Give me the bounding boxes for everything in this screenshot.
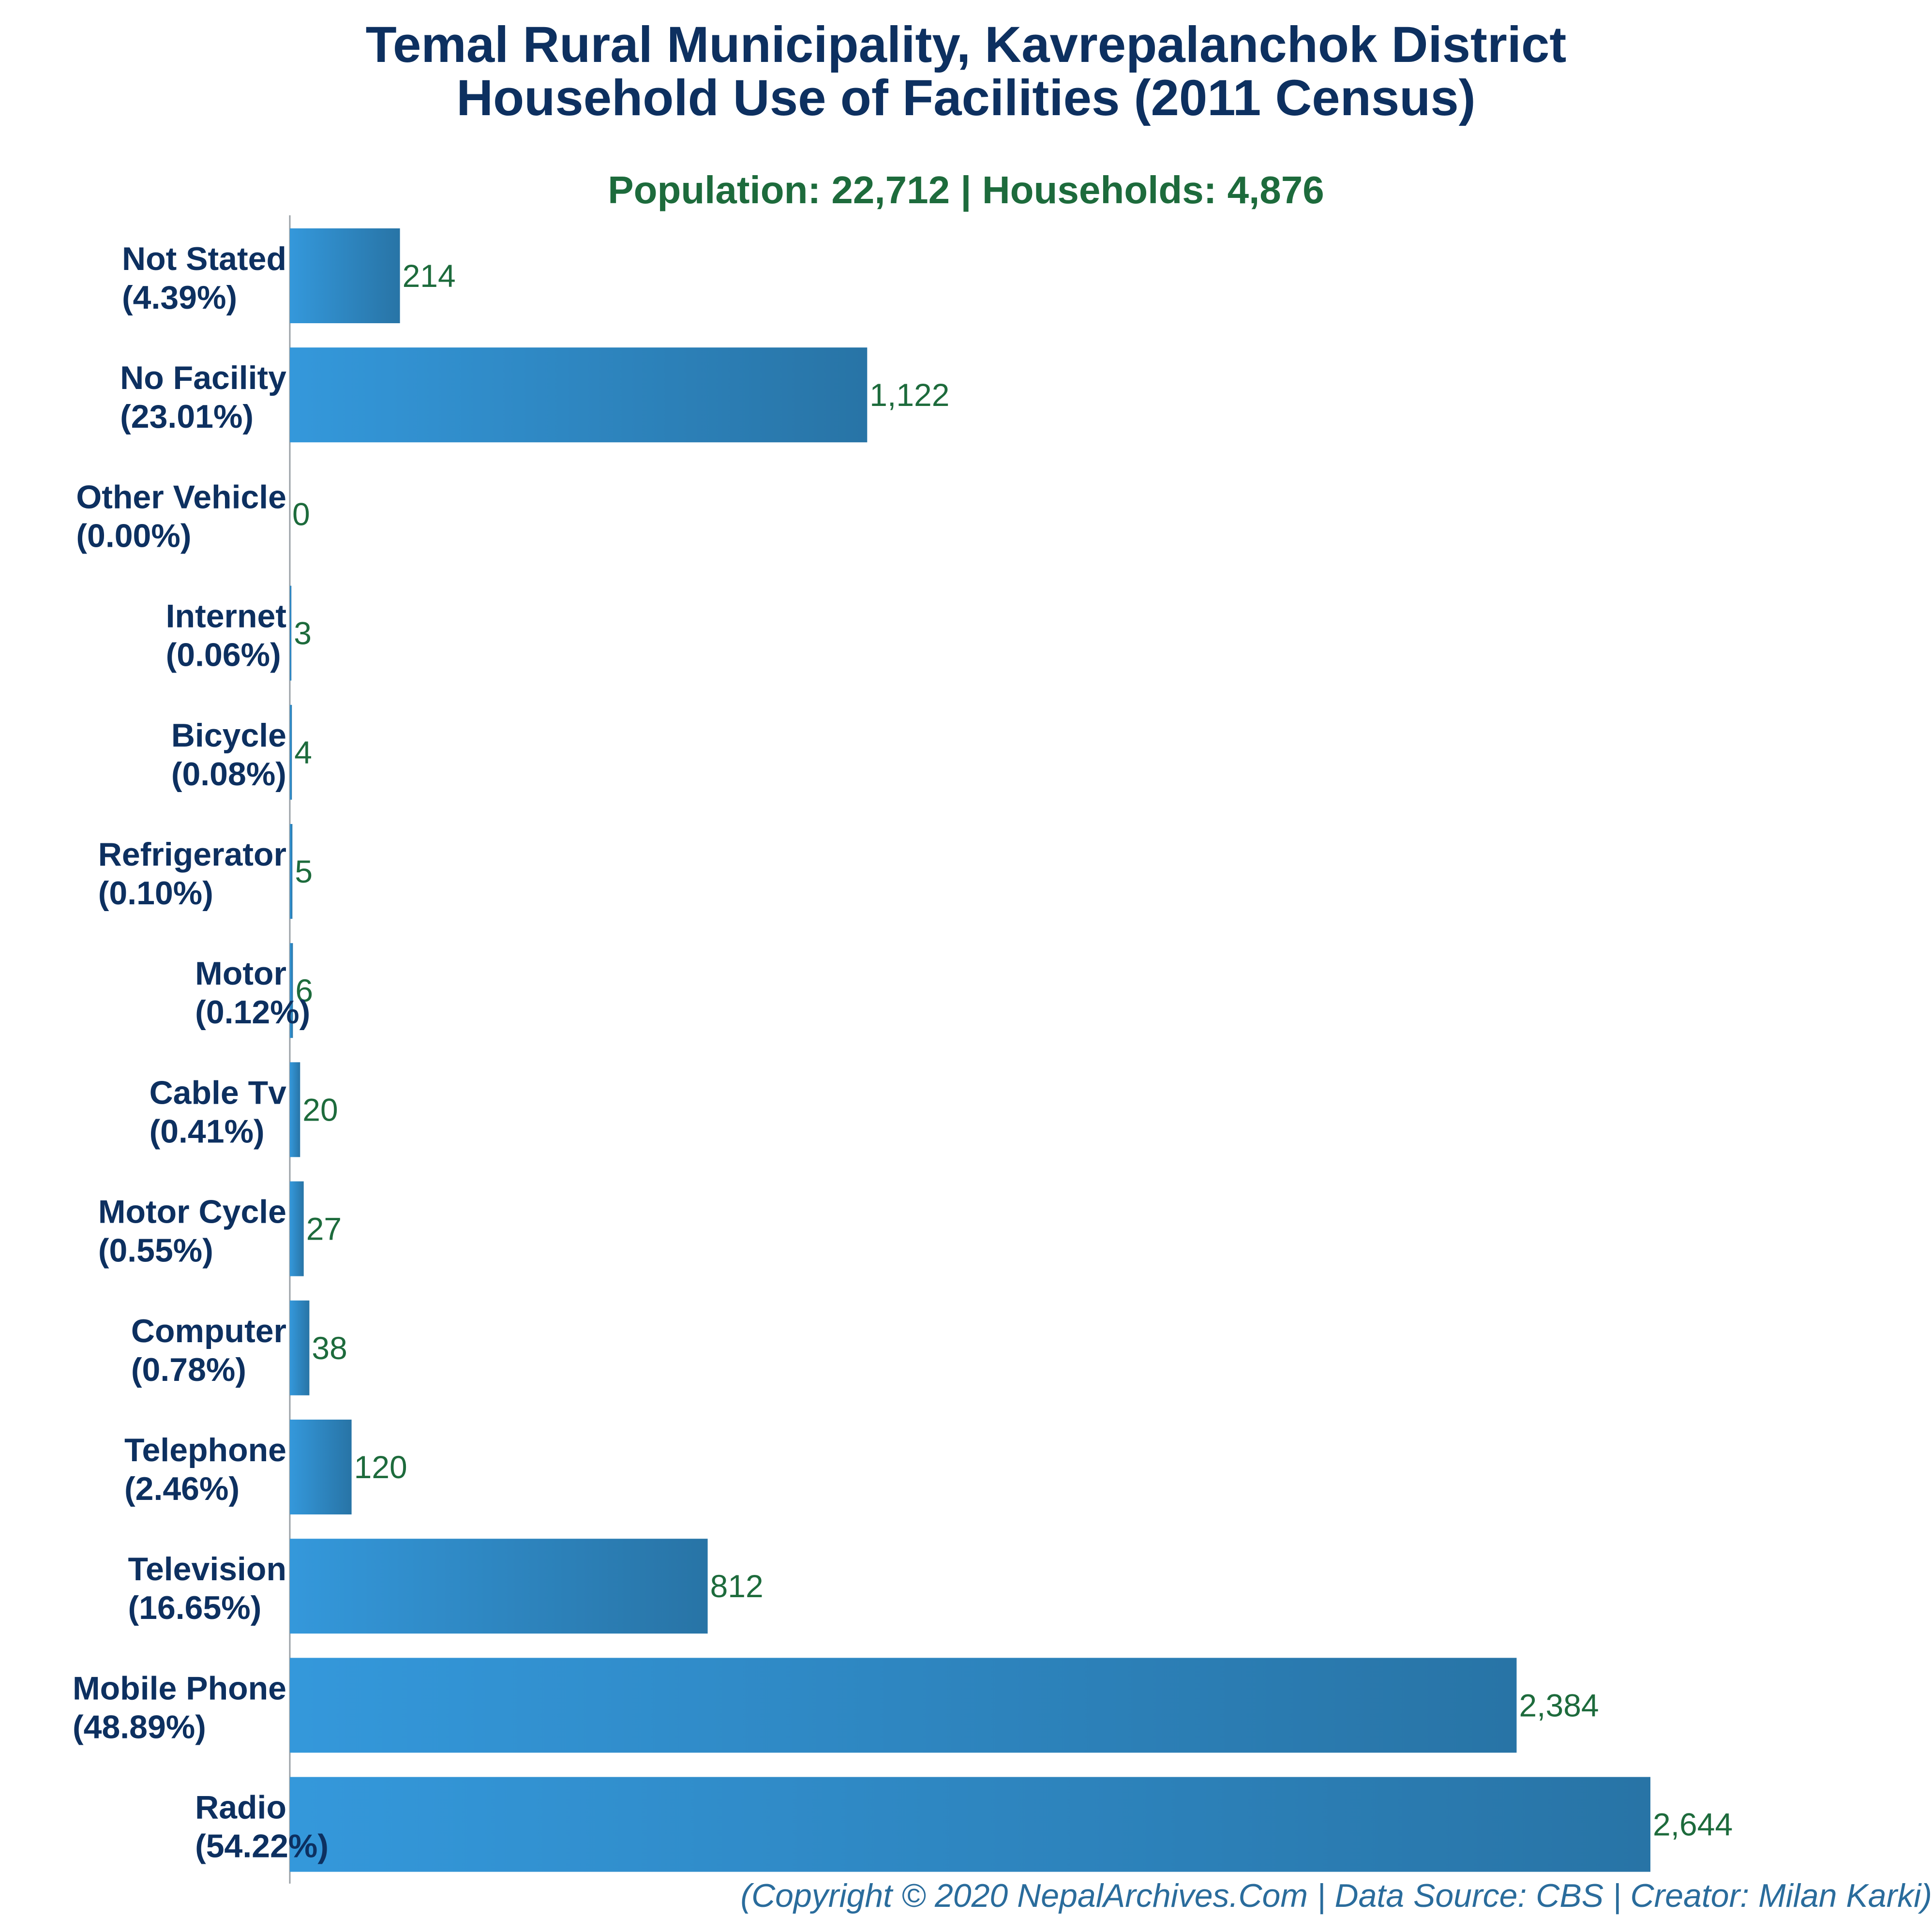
footer-credits: (Copyright © 2020 NepalArchives.Com | Da… xyxy=(740,1877,1932,1914)
bar-telephone xyxy=(290,1420,352,1514)
percent-label: (54.22%) xyxy=(195,1828,329,1865)
bar-refrigerator xyxy=(290,824,293,919)
chart-title-line-1: Temal Rural Municipality, Kavrepalanchok… xyxy=(365,16,1567,73)
bar-cable-tv xyxy=(290,1062,300,1157)
percent-label: (2.46%) xyxy=(124,1470,240,1507)
category-label: Motor Cycle xyxy=(98,1194,286,1230)
value-label: 27 xyxy=(306,1211,342,1247)
category-label: Radio xyxy=(195,1789,286,1826)
percent-label: (4.39%) xyxy=(122,279,237,316)
category-label: Refrigerator xyxy=(98,836,286,873)
percent-label: (48.89%) xyxy=(73,1708,206,1745)
bar-internet xyxy=(290,585,292,681)
value-label: 1,122 xyxy=(869,377,949,413)
value-label: 120 xyxy=(354,1449,407,1485)
value-label: 5 xyxy=(295,854,313,889)
category-label: Other Vehicle xyxy=(76,479,286,515)
category-label: Computer xyxy=(131,1313,286,1349)
bar-motor xyxy=(290,943,293,1038)
percent-label: (0.00%) xyxy=(76,517,191,554)
value-label: 4 xyxy=(294,734,312,770)
value-label: 20 xyxy=(302,1092,338,1127)
percent-label: (0.78%) xyxy=(131,1351,246,1388)
bar-computer xyxy=(290,1300,310,1395)
percent-label: (16.65%) xyxy=(128,1589,261,1626)
bar-no-facility xyxy=(290,347,868,443)
bar-mobile-phone xyxy=(290,1658,1517,1753)
category-label: Telephone xyxy=(124,1432,286,1468)
category-label: Television xyxy=(128,1551,286,1588)
bar-television xyxy=(290,1539,708,1634)
percent-label: (0.41%) xyxy=(150,1113,265,1150)
value-label: 812 xyxy=(710,1568,764,1604)
value-label: 214 xyxy=(403,258,456,294)
category-label: Cable Tv xyxy=(150,1074,287,1111)
percent-label: (0.12%) xyxy=(195,994,310,1031)
bar-motor-cycle xyxy=(290,1181,304,1276)
value-label: 38 xyxy=(312,1330,347,1366)
category-label: Internet xyxy=(166,598,286,635)
percent-label: (0.08%) xyxy=(171,756,286,793)
value-label: 2,644 xyxy=(1653,1807,1733,1842)
category-label: Not Stated xyxy=(122,240,286,277)
percent-label: (0.06%) xyxy=(166,637,281,674)
value-label: 2,384 xyxy=(1519,1687,1599,1723)
percent-label: (0.55%) xyxy=(98,1232,213,1269)
category-label: Mobile Phone xyxy=(73,1670,286,1707)
category-label: Motor xyxy=(195,955,286,992)
chart-title-line-2: Household Use of Facilities (2011 Census… xyxy=(456,70,1476,126)
chart-subtitle: Population: 22,712 | Households: 4,876 xyxy=(608,168,1324,211)
value-label: 3 xyxy=(294,615,312,651)
value-label: 0 xyxy=(292,496,310,532)
category-label: Bicycle xyxy=(171,717,286,754)
bar-radio xyxy=(290,1777,1650,1872)
value-label: 6 xyxy=(295,973,313,1008)
bar-bicycle xyxy=(290,704,292,800)
category-label: No Facility xyxy=(120,359,286,396)
percent-label: (0.10%) xyxy=(98,875,213,912)
bar-not-stated xyxy=(290,228,400,323)
percent-label: (23.01%) xyxy=(120,398,254,435)
